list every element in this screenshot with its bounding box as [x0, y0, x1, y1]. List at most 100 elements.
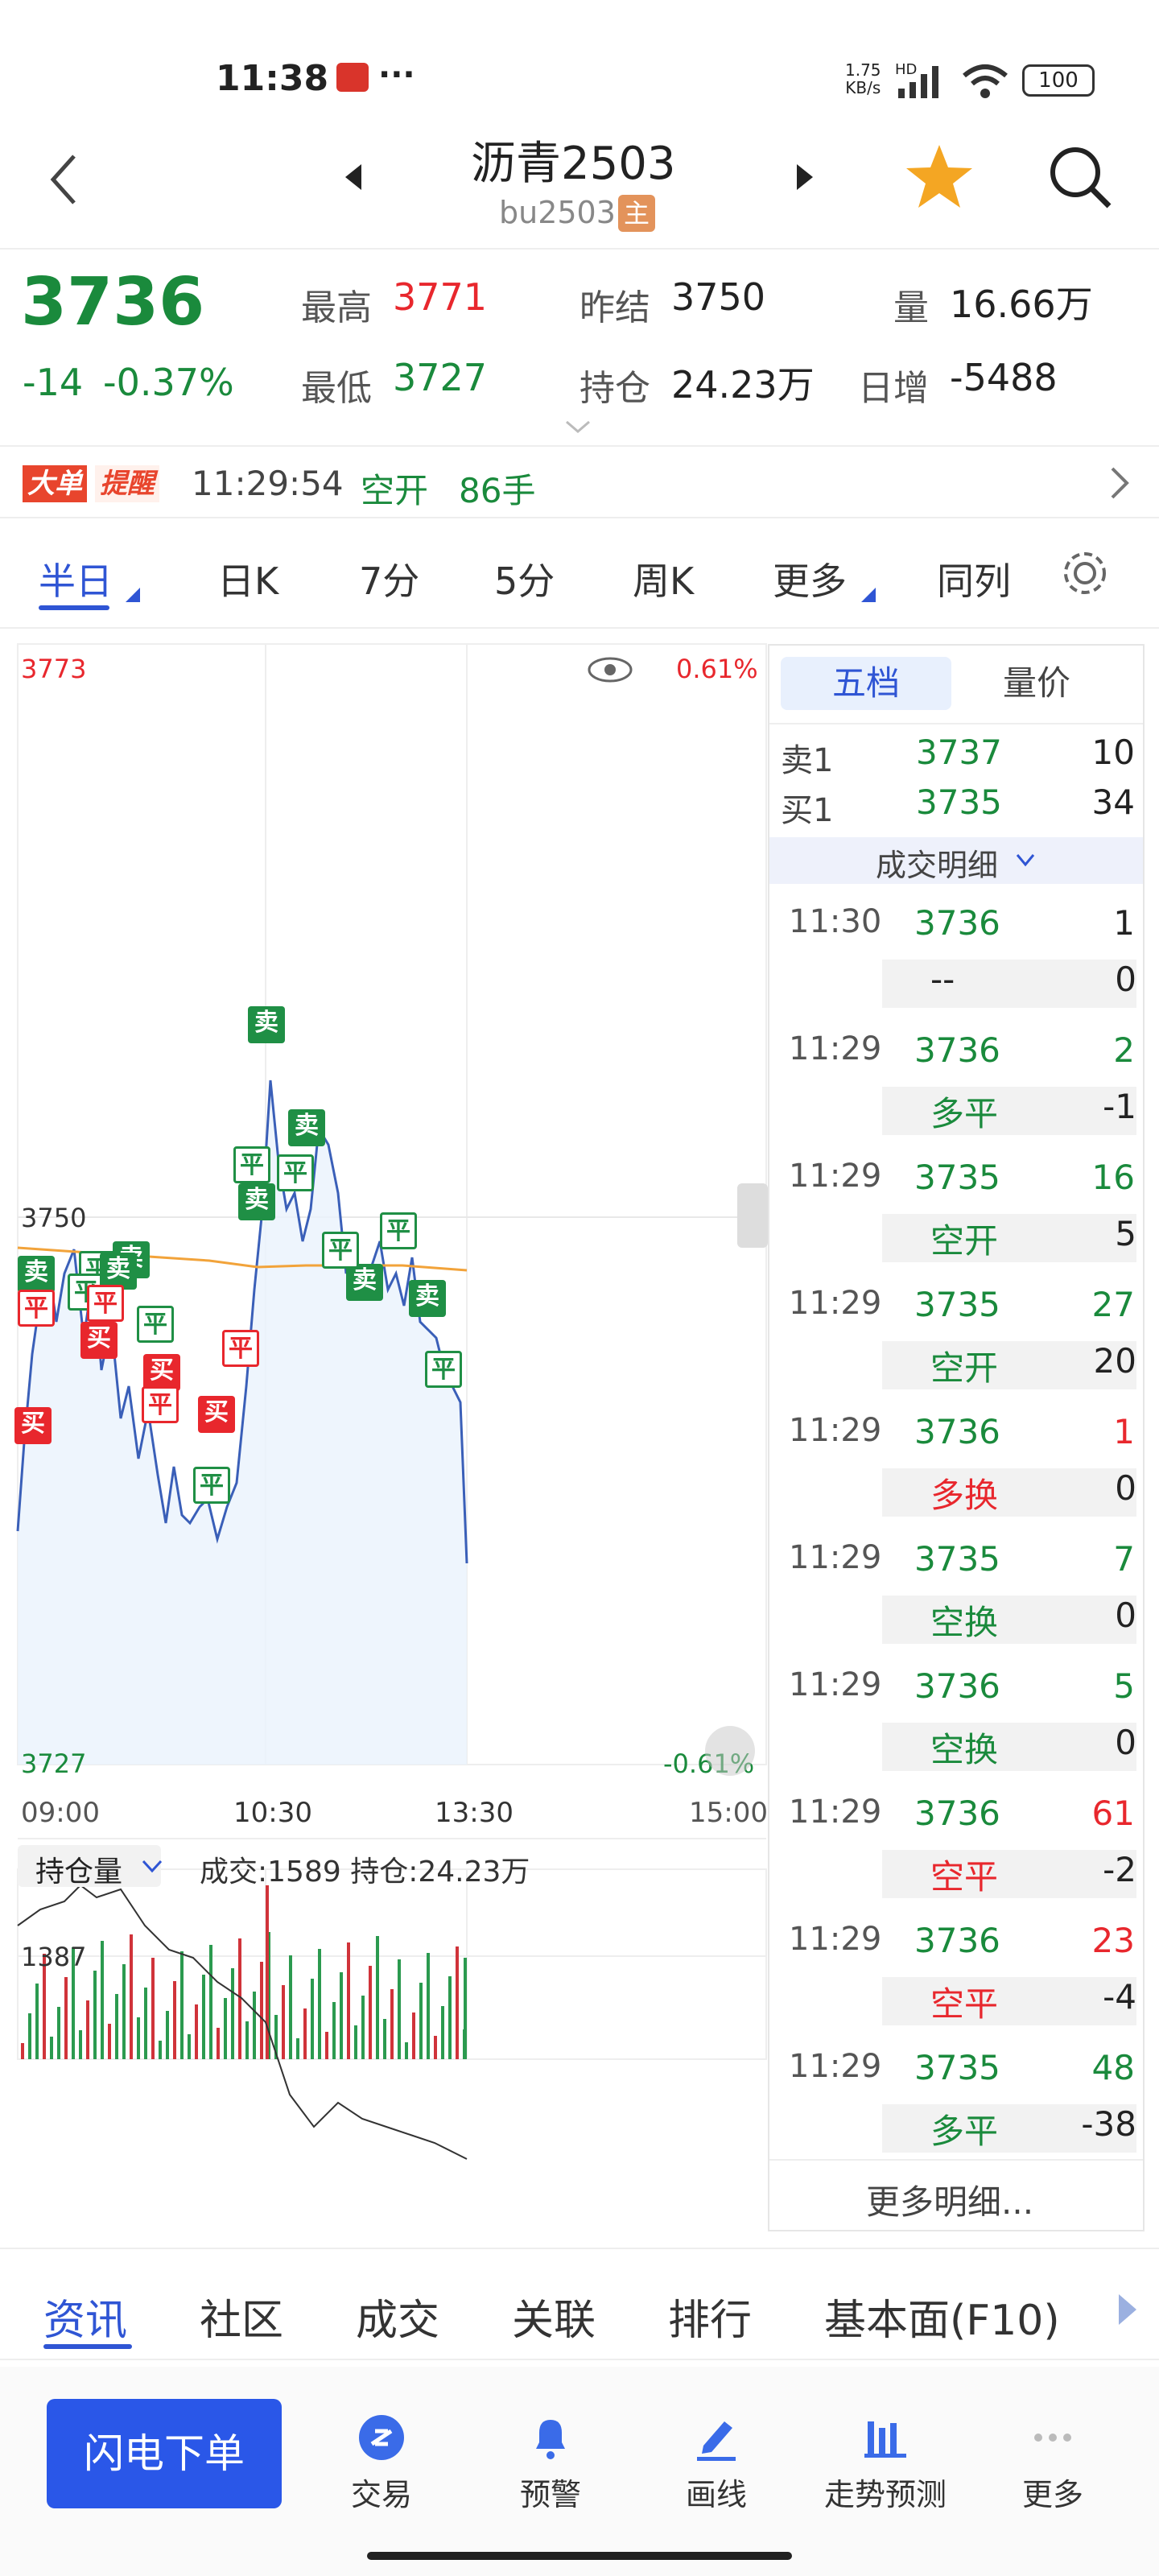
more-button[interactable]: 更多 [1013, 2413, 1093, 2514]
scroll-right-icon[interactable] [1116, 2291, 1140, 2328]
ask1-volume: 10 [1091, 733, 1135, 772]
tab-same-list[interactable]: 同列 [937, 559, 1011, 603]
trade-marker[interactable]: 平 [193, 1467, 230, 1504]
trade-marker[interactable]: 卖 [409, 1280, 446, 1317]
favorite-star-icon[interactable] [905, 142, 974, 211]
draw-button[interactable]: 画线 [676, 2413, 757, 2514]
trade-button[interactable]: 交易 [341, 2413, 422, 2514]
trade-marker[interactable]: 平 [87, 1285, 124, 1322]
tab-weekly-k[interactable]: 周K [633, 559, 695, 603]
hd-label: HD [895, 61, 918, 78]
volume-bar [398, 1959, 401, 2059]
volume-bar [50, 2037, 53, 2059]
tab-news[interactable]: 资讯 [43, 2297, 128, 2345]
trade-volume: 16 [1091, 1158, 1135, 1197]
trade-price: 3736 [914, 1794, 1000, 1833]
news-tab-indicator [43, 2344, 132, 2349]
more-dots-icon [1034, 2434, 1071, 2442]
chart-area: 3773 0.61% 3750 3727 -0.61% 09:00 10:30 … [0, 630, 769, 2240]
trade-type: 多换 [930, 1476, 999, 1515]
trade-marker[interactable]: 平 [425, 1351, 462, 1388]
volume-bar [253, 1992, 256, 2059]
eye-icon[interactable] [586, 654, 634, 686]
volume-bar [115, 1994, 118, 2059]
trade-marker[interactable]: 买 [198, 1396, 235, 1433]
tab-five-levels[interactable]: 五档 [781, 657, 951, 710]
trade-marker[interactable]: 卖 [238, 1183, 275, 1220]
tab-7min[interactable]: 7分 [359, 559, 420, 603]
trade-detail-header[interactable]: 成交明细 [769, 837, 1143, 884]
side-collapse-handle[interactable] [737, 1183, 768, 1248]
volume-bar [245, 2021, 249, 2059]
trade-type: 空开 [930, 1348, 999, 1388]
trade-marker[interactable]: 买 [143, 1354, 180, 1391]
tab-related[interactable]: 关联 [512, 2297, 596, 2345]
expand-chevron-icon[interactable] [563, 419, 592, 436]
trade-marker[interactable]: 平 [137, 1306, 174, 1343]
back-arrow-icon[interactable] [47, 151, 79, 208]
volume-bar [282, 1985, 285, 2059]
trade-marker[interactable]: 卖 [100, 1253, 137, 1290]
sub-indicator-selector[interactable]: 持仓量 [18, 1845, 162, 1889]
trade-marker[interactable]: 平 [322, 1232, 359, 1269]
trade-row: 11:29 3735 16 空开 5 [769, 1150, 1143, 1278]
trade-marker[interactable]: 卖 [248, 1006, 285, 1043]
ask1-price: 3737 [916, 733, 1002, 772]
trade-sub-row: 多换 0 [882, 1468, 1136, 1517]
volume-bar [101, 1941, 104, 2059]
tab-more[interactable]: 更多 [773, 559, 847, 603]
alert-button[interactable]: 预警 [510, 2413, 591, 2514]
trade-list: 11:30 3736 1 -- 0 11:29 3736 2 多平 -1 11:29 3735 16 空开… [769, 895, 1143, 2159]
tab-volume-price[interactable]: 量价 [1003, 663, 1071, 703]
chart-mid-price: 3750 [21, 1203, 87, 1233]
tab-daily-k[interactable]: 日K [217, 559, 279, 603]
volume-bar [35, 1984, 39, 2059]
trade-sub-row: 空开 20 [882, 1341, 1136, 1389]
next-contract-icon[interactable] [792, 161, 816, 193]
settings-gear-icon[interactable] [1059, 547, 1111, 599]
trade-marker[interactable]: 买 [80, 1322, 118, 1359]
more-details-link[interactable]: 更多明细... [866, 2182, 1034, 2222]
tab-ranking[interactable]: 排行 [668, 2297, 753, 2345]
tab-trades[interactable]: 成交 [356, 2297, 440, 2345]
volume-bar [180, 1951, 184, 2059]
big-order-alert[interactable]: 大单 提醒 11:29:54 空开 86手 [0, 448, 1159, 518]
trade-marker[interactable]: 平 [18, 1290, 55, 1327]
trade-marker[interactable]: 平 [142, 1386, 179, 1423]
volume-bar [173, 1981, 176, 2059]
search-icon[interactable] [1046, 143, 1114, 211]
volume-bar [130, 1934, 133, 2059]
more-label: 更多 [1021, 2477, 1083, 2512]
trade-volume: 48 [1091, 2048, 1135, 2087]
trade-sub-row: 空平 -2 [882, 1850, 1136, 1898]
trade-price: 3736 [914, 1030, 1000, 1070]
volume-bar [383, 2019, 386, 2059]
prev-contract-icon[interactable] [342, 161, 366, 193]
trade-marker[interactable]: 平 [277, 1154, 314, 1191]
volume-bar [238, 1938, 241, 2059]
tab-5min[interactable]: 5分 [494, 559, 555, 603]
trade-marker[interactable]: 卖 [288, 1109, 325, 1146]
tab-community[interactable]: 社区 [200, 2297, 284, 2345]
trade-oi-delta: -4 [1103, 1977, 1136, 2017]
trade-marker[interactable]: 买 [14, 1407, 52, 1444]
trade-marker[interactable]: 卖 [18, 1256, 55, 1293]
trade-marker[interactable]: 平 [233, 1146, 270, 1183]
trade-marker[interactable]: 卖 [346, 1264, 383, 1301]
pencil-icon [697, 2421, 736, 2461]
flash-order-button[interactable]: 闪电下单 [47, 2399, 282, 2508]
trade-marker[interactable]: 平 [222, 1330, 259, 1367]
volume-bar [405, 2042, 408, 2059]
tab-half-day[interactable]: 半日 [39, 559, 113, 603]
trade-row: 11:29 3736 23 空平 -4 [769, 1913, 1143, 2041]
trend-forecast-button[interactable]: 走势预测 [813, 2413, 958, 2514]
tab-fundamentals[interactable]: 基本面(F10) [824, 2297, 1060, 2345]
chart-reset-icon[interactable] [705, 1726, 755, 1776]
chevron-right-icon[interactable] [1107, 465, 1132, 501]
volume-bar [166, 2011, 169, 2059]
intraday-chart[interactable] [0, 630, 769, 2240]
volume-bar [464, 1958, 467, 2059]
trade-marker[interactable]: 平 [380, 1212, 417, 1249]
volume-bar [217, 2028, 220, 2059]
trade-row: 11:29 3735 7 空换 0 [769, 1531, 1143, 1660]
